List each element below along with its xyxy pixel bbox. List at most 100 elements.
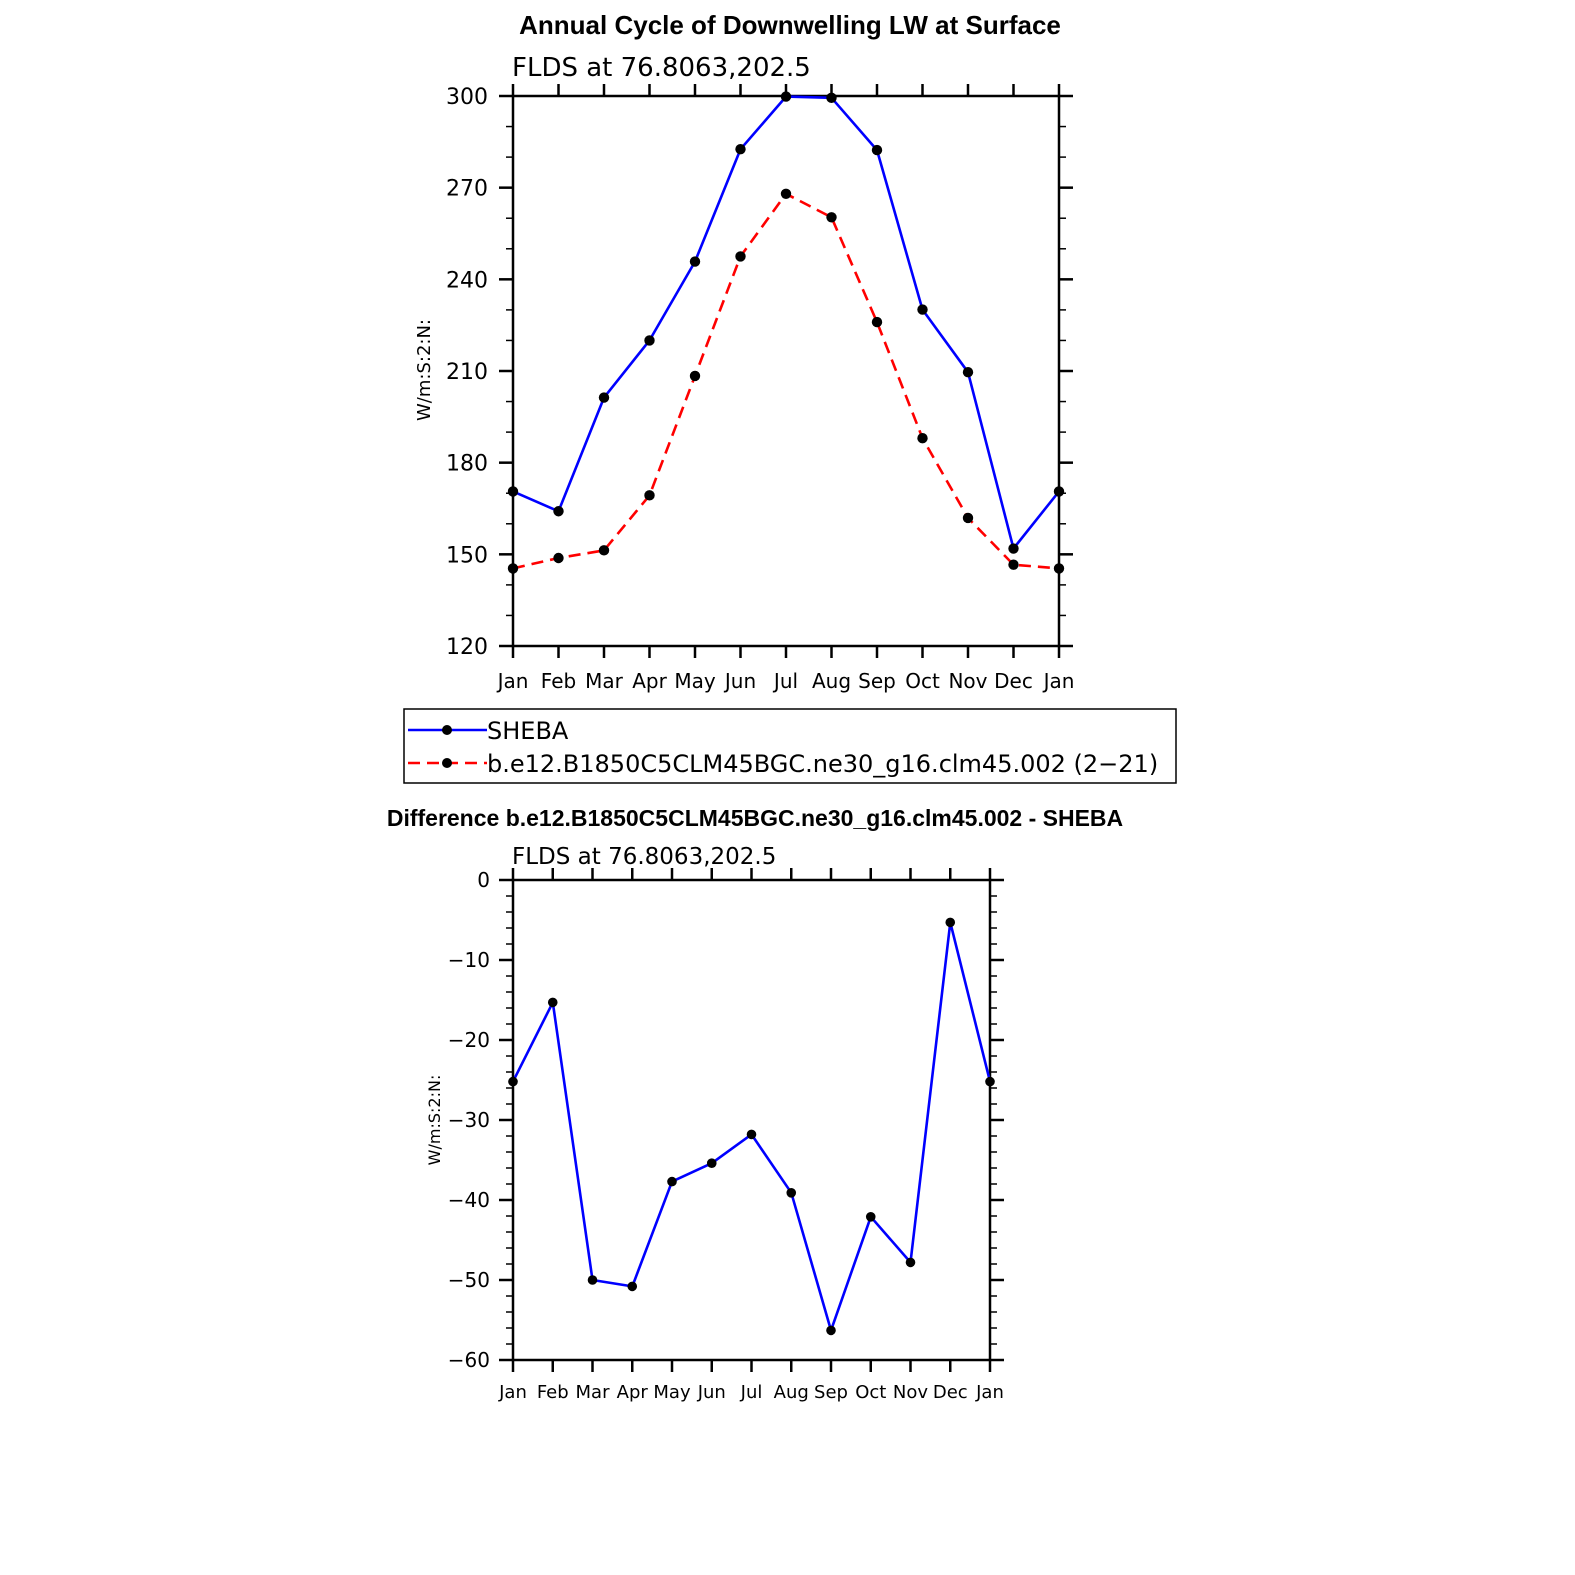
data-point	[945, 917, 956, 928]
y-tick-label: 0	[477, 868, 490, 892]
legend-label-model: b.e12.B1850C5CLM45BGC.ne30_g16.clm45.002…	[487, 750, 1158, 778]
data-point	[826, 212, 837, 223]
data-point	[1008, 543, 1019, 554]
x-tick-label: Jan	[498, 1382, 527, 1403]
data-point	[553, 552, 564, 564]
chart2-subtitle: FLDS at 76.8063,202.5	[512, 844, 776, 870]
x-tick-label: Oct	[905, 669, 940, 693]
data-point	[746, 1129, 757, 1140]
data-point	[689, 370, 701, 382]
series-line-1	[512, 192, 1060, 570]
data-point	[985, 1076, 995, 1087]
y-tick-label: 210	[446, 360, 488, 385]
data-point	[780, 188, 792, 199]
x-tick-label: Dec	[994, 669, 1033, 693]
chart1-axes: 120 150 180 210 240 270 300 Jan Feb Mar Apr May Jun J…	[446, 84, 1074, 693]
data-point	[865, 1212, 876, 1222]
data-point	[962, 512, 974, 524]
data-point	[826, 92, 837, 104]
chart1-subtitle: FLDS at 76.8063,202.5	[512, 53, 811, 83]
y-tick-label: −10	[448, 948, 490, 972]
y-tick-label: −50	[448, 1268, 490, 1292]
data-point	[917, 304, 928, 315]
x-tick-label: Nov	[948, 669, 987, 693]
x-tick-label: Jul	[740, 1382, 763, 1403]
data-point	[627, 1281, 638, 1292]
x-tick-label: Jan	[975, 1382, 1004, 1403]
data-point	[508, 1076, 518, 1087]
x-tick-label: Apr	[632, 669, 667, 693]
y-tick-label: 120	[446, 635, 488, 660]
chart1-title: Annual Cycle of Downwelling LW at Surfac…	[519, 10, 1061, 40]
x-tick-label: Jul	[772, 669, 798, 693]
data-point	[1053, 563, 1065, 574]
data-point	[598, 392, 610, 403]
chart1-plot-area	[507, 91, 1065, 574]
data-point	[689, 256, 701, 267]
y-tick-label: 270	[446, 177, 488, 202]
chart1-ylabel: W/m:S:2:N:	[414, 319, 435, 421]
x-tick-label: Nov	[893, 1382, 928, 1403]
plot-frame	[511, 94, 1061, 648]
x-tick-label: Jan	[496, 669, 529, 693]
y-tick-label: 150	[446, 543, 488, 568]
data-point	[667, 1176, 677, 1187]
data-point	[507, 486, 519, 497]
data-point	[735, 143, 746, 155]
x-tick-label: Jan	[1042, 669, 1075, 693]
data-point	[644, 335, 655, 346]
x-tick-label: Jun	[697, 1382, 726, 1403]
x-tick-label: Feb	[537, 1382, 569, 1403]
series-line-0	[511, 921, 992, 1332]
y-tick-label: −60	[448, 1348, 490, 1372]
chart2-ylabel: W/m:S:2:N:	[425, 1075, 444, 1166]
data-point	[706, 1158, 717, 1168]
x-tick-label: Sep	[858, 669, 896, 693]
y-tick-label: 240	[446, 268, 488, 293]
y-tick-label: −30	[448, 1108, 490, 1132]
y-tick-label: 300	[446, 85, 488, 110]
x-tick-label: Mar	[585, 669, 624, 693]
data-point	[735, 251, 746, 262]
x-tick-label: Mar	[576, 1382, 611, 1403]
chart2-plot-area	[508, 917, 995, 1336]
legend-box	[403, 708, 1177, 784]
data-point	[1053, 486, 1065, 497]
chart-difference: Difference b.e12.B1850C5CLM45BGC.ne30_g1…	[387, 805, 1123, 1403]
plot-frame	[511, 878, 992, 1362]
data-point	[780, 91, 792, 102]
y-tick-label: 180	[446, 452, 488, 477]
legend-marker-sheba	[442, 725, 452, 735]
y-tick-label: −40	[448, 1188, 490, 1212]
legend-label-sheba: SHEBA	[487, 717, 569, 745]
x-tick-label: Dec	[933, 1382, 968, 1403]
data-point	[1008, 559, 1019, 570]
data-point	[786, 1188, 797, 1198]
data-point	[871, 316, 883, 328]
chart-annual-cycle: Annual Cycle of Downwelling LW at Surfac…	[403, 10, 1177, 784]
legend-marker-model	[442, 758, 452, 768]
data-point	[826, 1325, 836, 1336]
data-point	[507, 563, 519, 574]
x-tick-label: Aug	[774, 1382, 809, 1403]
data-point	[644, 490, 655, 501]
y-tick-label: −20	[448, 1028, 490, 1052]
data-point	[547, 997, 558, 1008]
data-point	[598, 545, 610, 556]
chart2-axes: −60 −50 −40 −30 −20 −10 0 Jan Feb Mar Apr May Jun Jul…	[448, 868, 1004, 1403]
series-line-0	[512, 95, 1061, 550]
data-point	[871, 144, 883, 156]
x-tick-label: Feb	[541, 669, 576, 693]
x-tick-label: May	[653, 1382, 691, 1403]
chart1-legend: SHEBA b.e12.B1850C5CLM45BGC.ne30_g16.clm…	[403, 708, 1177, 784]
data-point	[962, 367, 974, 378]
x-tick-label: Sep	[814, 1382, 848, 1403]
chart2-title: Difference b.e12.B1850C5CLM45BGC.ne30_g1…	[387, 805, 1123, 831]
x-tick-label: Oct	[855, 1382, 886, 1403]
data-point	[553, 506, 564, 517]
data-point	[917, 433, 928, 444]
x-tick-label: Aug	[812, 669, 851, 693]
x-tick-label: Apr	[617, 1382, 649, 1403]
data-point	[905, 1257, 916, 1268]
